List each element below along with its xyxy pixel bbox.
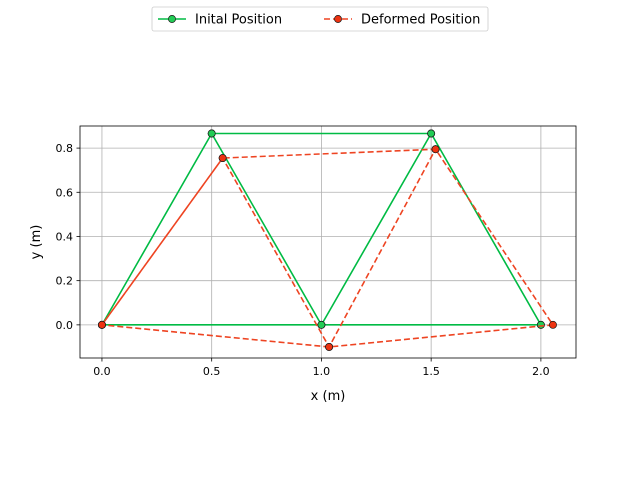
data-point [317,320,326,329]
data-point [536,320,545,329]
legend-entry: Inital Position [158,13,282,28]
y-tick-label: 0.8 [56,142,74,155]
legend-box [151,6,489,32]
y-axis-label: y (m) [29,225,44,260]
data-point [549,320,557,329]
data-point [218,154,227,162]
data-point [427,129,436,138]
series-line [101,132,542,326]
data-point [97,320,106,329]
x-axis-ticks: 0.0 0.5 1.0 1.5 2.0 [93,358,550,378]
legend-marker [168,15,176,23]
series-deformed-position [97,145,557,351]
legend: Inital Position Deformed Position [151,6,489,32]
legend-label: Deformed Position [361,13,480,28]
x-tick-label: 1.0 [313,365,331,378]
y-tick-label: 0.2 [56,275,74,288]
data-point [431,145,440,154]
grid-lines [80,126,576,358]
plot-area-frame [79,125,577,359]
x-tick-label: 0.0 [93,365,111,378]
data-point [207,129,216,138]
x-tick-label: 0.5 [203,365,221,378]
y-tick-label: 0.6 [56,186,74,199]
legend-label: Inital Position [195,13,282,28]
data-point [325,343,334,351]
legend-entry: Deformed Position [324,13,480,28]
y-axis-ticks: 0.0 0.2 0.4 0.6 0.8 [56,142,80,332]
x-axis-label: x (m) [311,389,346,404]
series-layer [97,129,557,351]
legend-marker [334,15,342,23]
y-tick-label: 0.4 [56,230,74,243]
x-tick-label: 2.0 [532,365,550,378]
y-tick-label: 0.0 [56,319,74,332]
x-tick-label: 1.5 [422,365,440,378]
series-line [101,148,554,348]
